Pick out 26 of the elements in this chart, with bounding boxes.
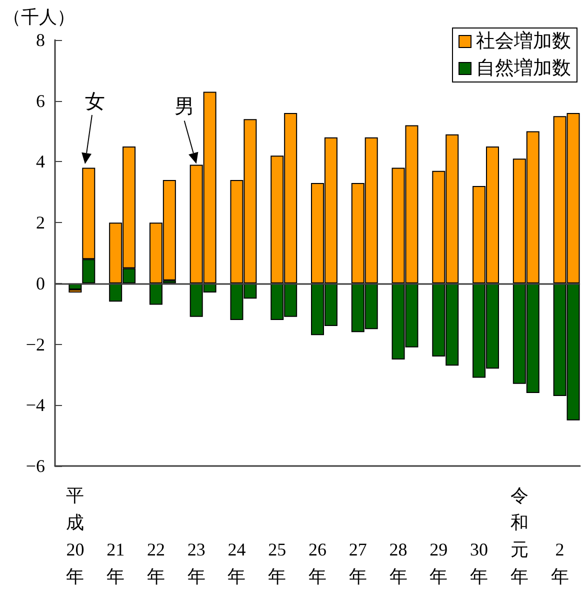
legend-label: 自然増加数 bbox=[476, 57, 571, 79]
x-tick-label: 30年 bbox=[470, 540, 488, 586]
x-tick-label: 28年 bbox=[389, 540, 408, 586]
y-tick-label: −2 bbox=[26, 334, 45, 354]
x-tick-label: 令和元年 bbox=[510, 486, 528, 586]
x-tick-label: 2年 bbox=[550, 540, 569, 586]
y-tick-label: −4 bbox=[26, 395, 45, 416]
y-tick-label: −6 bbox=[26, 456, 45, 476]
x-tick-label: 24年 bbox=[228, 540, 246, 586]
x-tick-label: 27年 bbox=[348, 540, 367, 586]
x-tick-label: 22年 bbox=[146, 540, 165, 586]
legend-label: 社会増加数 bbox=[476, 30, 571, 52]
y-tick-label: 4 bbox=[36, 152, 45, 172]
x-tick-label: 平成20年 bbox=[66, 486, 84, 586]
y-tick-label: 2 bbox=[36, 212, 45, 233]
y-tick-label: 8 bbox=[36, 30, 45, 50]
y-tick-label: 6 bbox=[36, 90, 45, 111]
x-tick-label: 25年 bbox=[268, 540, 286, 586]
x-tick-label: 26年 bbox=[308, 540, 326, 586]
annotation: 男 bbox=[174, 96, 194, 118]
y-tick-label: 0 bbox=[36, 273, 45, 294]
annotation: 女 bbox=[85, 91, 105, 113]
y-axis-title: （千人） bbox=[3, 7, 75, 27]
x-tick-label: 29年 bbox=[430, 540, 448, 586]
x-tick-label: 23年 bbox=[187, 540, 206, 586]
x-tick-label: 21年 bbox=[106, 540, 125, 586]
